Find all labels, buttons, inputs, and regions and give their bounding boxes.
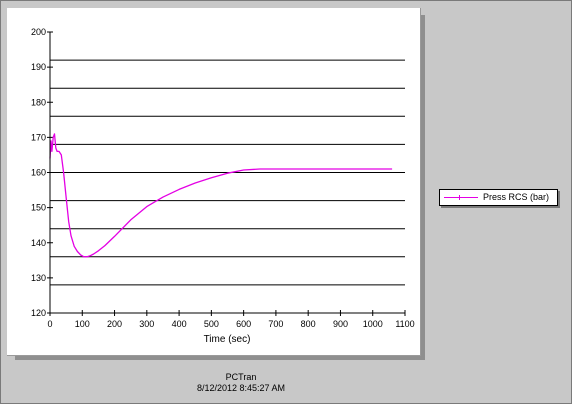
x-tick-label: 400 — [172, 319, 187, 329]
panel-shadow-bottom — [15, 355, 421, 360]
x-tick-label: 600 — [236, 319, 251, 329]
x-tick-label: 900 — [333, 319, 348, 329]
legend-marker-icon — [459, 195, 460, 200]
legend-label: Press RCS (bar) — [483, 192, 550, 202]
plot-panel — [7, 8, 421, 356]
series-layer — [49, 133, 393, 258]
footer-app-name: PCTran — [225, 372, 257, 382]
x-tick-label: 500 — [204, 319, 219, 329]
y-tick-label: 140 — [31, 238, 46, 248]
y-tick-label: 180 — [31, 97, 46, 107]
y-tick-label: 190 — [31, 62, 46, 72]
axis-ticks: 120 130 140 150 160 170 180 190 200 0 100 200 300 400… — [31, 27, 415, 329]
y-tick-label: 150 — [31, 203, 46, 213]
x-tick-label: 300 — [139, 319, 154, 329]
x-tick-label: 200 — [107, 319, 122, 329]
axes — [49, 32, 405, 314]
x-tick-label: 100 — [75, 319, 90, 329]
x-tick-label: 700 — [268, 319, 283, 329]
x-tick-label: 1100 — [395, 319, 414, 329]
y-tick-label: 170 — [31, 132, 46, 142]
chart-legend: Press RCS (bar) — [439, 189, 558, 206]
x-tick-label: 800 — [301, 319, 316, 329]
grid-lines — [50, 59, 405, 286]
y-tick-label: 160 — [31, 168, 46, 178]
x-tick-label: 1000 — [363, 319, 383, 329]
x-tick-label: 0 — [47, 319, 52, 329]
y-tick-label: 120 — [31, 308, 46, 318]
series-line-press-rcs — [49, 133, 393, 258]
panel-shadow-right — [420, 15, 425, 360]
x-axis-title: Time (sec) — [204, 334, 251, 345]
y-tick-label: 130 — [31, 273, 46, 283]
y-tick-label: 200 — [31, 27, 46, 37]
chart-footer: PCTran 8/12/2012 8:45:27 AM — [171, 372, 311, 394]
legend-line-icon — [444, 197, 478, 198]
footer-timestamp: 8/12/2012 8:45:27 AM — [196, 383, 286, 393]
